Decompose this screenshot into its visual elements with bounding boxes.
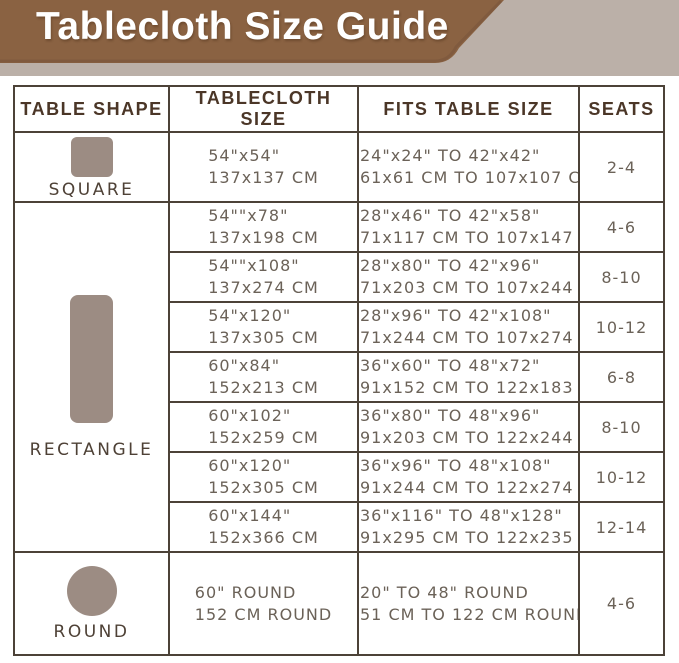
fits-table-size-cell: 36"x116" TO 48"x128" 91x295 CM TO 122x23…	[357, 501, 580, 553]
seats-cell: 4-6	[578, 201, 665, 253]
table-header-row: TABLE SHAPE TABLECLOTH SIZE FITS TABLE S…	[13, 85, 665, 133]
size-line: 152x213 CM	[208, 378, 319, 397]
table-row-rectangle: 54"x120" 137x305 CM 28"x96" TO 42"x108" …	[14, 301, 665, 353]
square-shape-icon	[70, 137, 113, 177]
table-row-rectangle: RECTANGLE 54""x78" 137x198 CM 28"x46" TO…	[13, 201, 665, 553]
page-title: Tablecloth Size Guide	[36, 5, 449, 48]
rectangle-shape-group: RECTANGLE	[16, 294, 167, 460]
fits-line: 91x152 CM TO 122x183 CM	[360, 378, 577, 397]
size-line: 137x198 CM	[208, 228, 319, 247]
shape-label-round: ROUND	[53, 621, 130, 642]
shape-cell-square: SQUARE	[13, 131, 170, 203]
rectangle-shape-icon	[70, 294, 113, 423]
size-line: 54"x54"	[208, 146, 281, 165]
fits-line: 36"x96" TO 48"x108"	[360, 456, 552, 475]
tablecloth-size-cell: 54"x120" 137x305 CM	[168, 301, 359, 353]
fits-line: 20" TO 48" ROUND	[360, 582, 529, 602]
fits-line: 28"x80" TO 42"x96"	[360, 256, 541, 275]
fits-table-size-cell: 20" TO 48" ROUND 51 CM TO 122 CM ROUND	[357, 551, 580, 656]
size-line: 152x305 CM	[208, 478, 319, 497]
fits-table-size-cell: 28"x80" TO 42"x96" 71x203 CM TO 107x244 …	[357, 251, 580, 303]
table-area: TABLE SHAPE TABLECLOTH SIZE FITS TABLE S…	[0, 76, 679, 656]
fits-table-size-cell: 36"x80" TO 48"x96" 91x203 CM TO 122x244 …	[357, 401, 580, 453]
fits-line: 28"x96" TO 42"x108"	[360, 306, 552, 325]
tablecloth-size-cell: 60"x84" 152x213 CM	[168, 351, 359, 403]
round-shape-icon	[66, 565, 117, 616]
seats-cell: 4-6	[578, 551, 665, 656]
table-row-square: SQUARE 54"x54" 137x137 CM 24"x24" TO 42"…	[13, 131, 665, 203]
size-line: 60" ROUND	[194, 582, 297, 602]
fits-line: 24"x24" TO 42"x42"	[360, 146, 541, 165]
table-row-rectangle: 60"x102" 152x259 CM 36"x80" TO 48"x96" 9…	[14, 401, 665, 453]
fits-table-size-cell: 36"x96" TO 48"x108" 91x244 CM TO 122x274…	[357, 451, 580, 503]
fits-line: 61x61 CM TO 107x107 CM	[360, 168, 579, 187]
fits-line: 91x295 CM TO 122x235 CM	[360, 528, 577, 547]
tablecloth-size-cell: 60"x120" 152x305 CM	[168, 451, 359, 503]
fits-table-size-cell: 28"x46" TO 42"x58" 71x117 CM TO 107x147 …	[357, 201, 580, 253]
size-line: 137x274 CM	[208, 278, 319, 297]
tablecloth-size-cell: 60"x144" 152x366 CM	[168, 501, 359, 553]
shape-label-rectangle: RECTANGLE	[29, 439, 154, 460]
shape-label-square: SQUARE	[48, 180, 135, 200]
fits-line: 71x117 CM TO 107x147 CM	[360, 228, 577, 247]
size-guide-table: TABLE SHAPE TABLECLOTH SIZE FITS TABLE S…	[13, 85, 665, 656]
seats-cell: 10-12	[578, 451, 665, 503]
size-line: 54""x108"	[208, 256, 300, 275]
shape-cell-round: ROUND	[13, 551, 170, 656]
seats-cell: 2-4	[578, 131, 665, 203]
seats-cell: 10-12	[578, 301, 665, 353]
fits-table-size-cell: 36"x60" TO 48"x72" 91x152 CM TO 122x183 …	[357, 351, 580, 403]
size-line: 137x137 CM	[208, 168, 319, 187]
fits-line: 91x203 CM TO 122x244 CM	[360, 428, 577, 447]
size-line: 60"x120"	[208, 456, 292, 475]
shape-cell-rectangle: RECTANGLE	[13, 201, 170, 553]
tablecloth-size-cell: 54""x108" 137x274 CM	[168, 251, 359, 303]
size-line: 152x366 CM	[208, 528, 319, 547]
fits-line: 36"x116" TO 48"x128"	[360, 506, 563, 525]
table-row-round: ROUND 60" ROUND 152 CM ROUND 20" TO 48" …	[13, 551, 665, 656]
table-row-rectangle: 54""x108" 137x274 CM 28"x80" TO 42"x96" …	[14, 251, 665, 303]
size-line: 137x305 CM	[208, 328, 319, 347]
square-shape-group: SQUARE	[16, 134, 167, 200]
fits-line: 71x244 CM TO 107x274 CM	[360, 328, 577, 347]
fits-line: 28"x46" TO 42"x58"	[360, 206, 541, 225]
tablecloth-size-cell: 54"x54" 137x137 CM	[168, 131, 359, 203]
header-fits-table-size: FITS TABLE SIZE	[357, 85, 580, 133]
size-line: 152 CM ROUND	[194, 604, 333, 624]
seats-cell: 12-14	[578, 501, 665, 553]
seats-cell: 6-8	[578, 351, 665, 403]
tablecloth-size-cell: 60"x102" 152x259 CM	[168, 401, 359, 453]
fits-line: 91x244 CM TO 122x274 CM	[360, 478, 577, 497]
size-line: 54"x120"	[208, 306, 292, 325]
fits-line: 71x203 CM TO 107x244 CM	[360, 278, 577, 297]
header-table-shape: TABLE SHAPE	[13, 85, 170, 133]
table-row-rectangle: 60"x120" 152x305 CM 36"x96" TO 48"x108" …	[14, 451, 665, 503]
size-line: 152x259 CM	[208, 428, 319, 447]
ribbon-banner-shape	[0, 0, 504, 63]
header-band: Tablecloth Size Guide	[0, 0, 679, 76]
size-line: 54""x78"	[208, 206, 289, 225]
seats-cell: 8-10	[578, 401, 665, 453]
round-shape-group: ROUND	[16, 565, 167, 642]
table-row-rectangle: 60"x84" 152x213 CM 36"x60" TO 48"x72" 91…	[14, 351, 665, 403]
fits-line: 51 CM TO 122 CM ROUND	[360, 604, 579, 624]
size-line: 60"x84"	[208, 356, 281, 375]
header-seats: SEATS	[578, 85, 665, 133]
fits-line: 36"x80" TO 48"x96"	[360, 406, 541, 425]
size-line: 60"x144"	[208, 506, 292, 525]
fits-table-size-cell: 28"x96" TO 42"x108" 71x244 CM TO 107x274…	[357, 301, 580, 353]
tablecloth-size-cell: 60" ROUND 152 CM ROUND	[168, 551, 359, 656]
header-tablecloth-size: TABLECLOTH SIZE	[168, 85, 359, 133]
seats-cell: 8-10	[578, 251, 665, 303]
fits-table-size-cell: 24"x24" TO 42"x42" 61x61 CM TO 107x107 C…	[357, 131, 580, 203]
fits-line: 36"x60" TO 48"x72"	[360, 356, 541, 375]
table-row-rectangle: 60"x144" 152x366 CM 36"x116" TO 48"x128"…	[14, 501, 665, 553]
tablecloth-size-cell: 54""x78" 137x198 CM	[168, 201, 359, 253]
size-line: 60"x102"	[208, 406, 292, 425]
